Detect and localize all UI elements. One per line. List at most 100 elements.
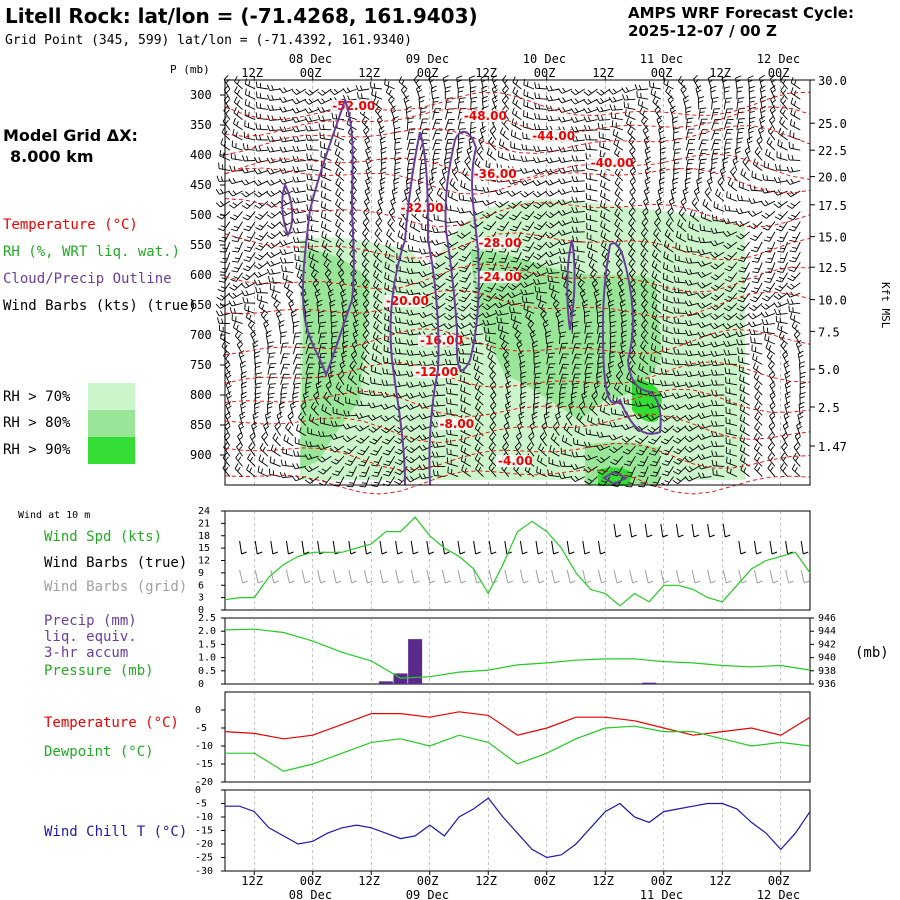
wind-barb [621, 86, 636, 94]
barb-flag [483, 226, 490, 231]
barb-flag [630, 221, 635, 227]
barb-flag [533, 204, 539, 209]
barb-staff [777, 190, 788, 196]
wind-barb [545, 221, 560, 229]
wind-barb [545, 211, 560, 219]
barb-staff [256, 128, 268, 131]
barb-flag [758, 140, 763, 145]
barb-staff [364, 190, 370, 202]
wind-barb [652, 96, 662, 110]
barb-staff [629, 150, 636, 161]
barb-flag [254, 156, 258, 163]
barb-flag [267, 345, 273, 348]
barb-flag [255, 122, 258, 129]
barb-flag [243, 228, 250, 232]
barb-staff [549, 200, 560, 208]
barb-flag [659, 130, 665, 134]
barb-flag [229, 216, 236, 221]
barb-flag [533, 246, 540, 251]
wind-barb [736, 97, 745, 110]
barb-flag [471, 100, 477, 103]
barb-flag [655, 232, 660, 237]
barb-staff [510, 158, 522, 161]
barb-flag [628, 207, 634, 214]
barb-flag [308, 107, 313, 113]
barb-flag [241, 155, 245, 162]
barb-staff [282, 98, 294, 103]
barb-flag [634, 84, 638, 91]
barb-staff [457, 139, 460, 151]
barb-flag [233, 117, 236, 124]
wind-barb [557, 209, 573, 216]
barb-staff [295, 200, 307, 204]
wind-barb [242, 211, 256, 221]
barb-staff [464, 251, 472, 262]
barb-staff [548, 119, 560, 122]
wind-barb [522, 231, 535, 242]
barb-flag [545, 85, 550, 92]
barb-flag [704, 213, 707, 219]
barb-flag [757, 150, 761, 156]
barb-flag [266, 214, 273, 219]
barb-staff [244, 170, 256, 174]
barb-flag [279, 249, 283, 255]
barb-flag [403, 95, 410, 100]
barb-flag [585, 152, 588, 159]
barb-flag [433, 158, 440, 161]
barb-flag [376, 232, 381, 237]
barb-flag [659, 140, 665, 144]
barb-flag [765, 261, 772, 263]
wind-barb [532, 168, 547, 175]
barb-staff [535, 97, 547, 100]
barb-flag [587, 116, 591, 122]
barb-flag [215, 303, 221, 309]
wind-barb [762, 326, 775, 335]
barb-flag [532, 168, 537, 175]
barb-staff [734, 149, 738, 161]
barb-staff [732, 160, 738, 171]
barb-staff [561, 210, 573, 216]
wind-barb [244, 303, 256, 314]
barb-flag [297, 246, 300, 252]
barb-flag [726, 191, 728, 198]
barb-flag [375, 217, 380, 224]
barb-flag [713, 201, 716, 208]
barb-staff [638, 104, 649, 110]
wind-barb [558, 116, 573, 123]
barb-flag [390, 99, 395, 104]
barb-staff [307, 238, 319, 243]
barb-staff [726, 221, 737, 225]
barb-flag [683, 95, 689, 100]
barb-flag [380, 146, 387, 150]
barb-flag [304, 91, 310, 96]
barb-flag [779, 165, 781, 171]
barb-staff [486, 153, 497, 161]
barb-staff [548, 98, 560, 102]
barb-flag [266, 84, 271, 91]
barb-flag [338, 212, 341, 218]
wind-barb [291, 116, 307, 123]
barb-staff [334, 88, 345, 96]
barb-flag [361, 238, 366, 245]
barb-flag [319, 325, 325, 328]
barb-staff [524, 190, 535, 198]
barb-flag [626, 94, 629, 100]
barb-flag [271, 95, 274, 101]
barb-flag [778, 127, 782, 134]
barb-flag [549, 242, 554, 247]
barb-staff [294, 139, 306, 142]
barb-flag [352, 180, 357, 186]
barb-flag [391, 109, 397, 114]
barb-staff [374, 233, 383, 243]
barb-flag [309, 135, 312, 141]
barb-flag [489, 151, 493, 157]
wind-barb [790, 87, 801, 100]
barb-staff [307, 158, 319, 161]
wind-barb [774, 163, 788, 172]
barb-flag [420, 107, 428, 110]
wind-barb [698, 236, 712, 244]
barb-staff [234, 91, 243, 100]
barb-staff [758, 129, 763, 141]
wind-barb [789, 241, 801, 253]
barb-staff [271, 241, 281, 249]
